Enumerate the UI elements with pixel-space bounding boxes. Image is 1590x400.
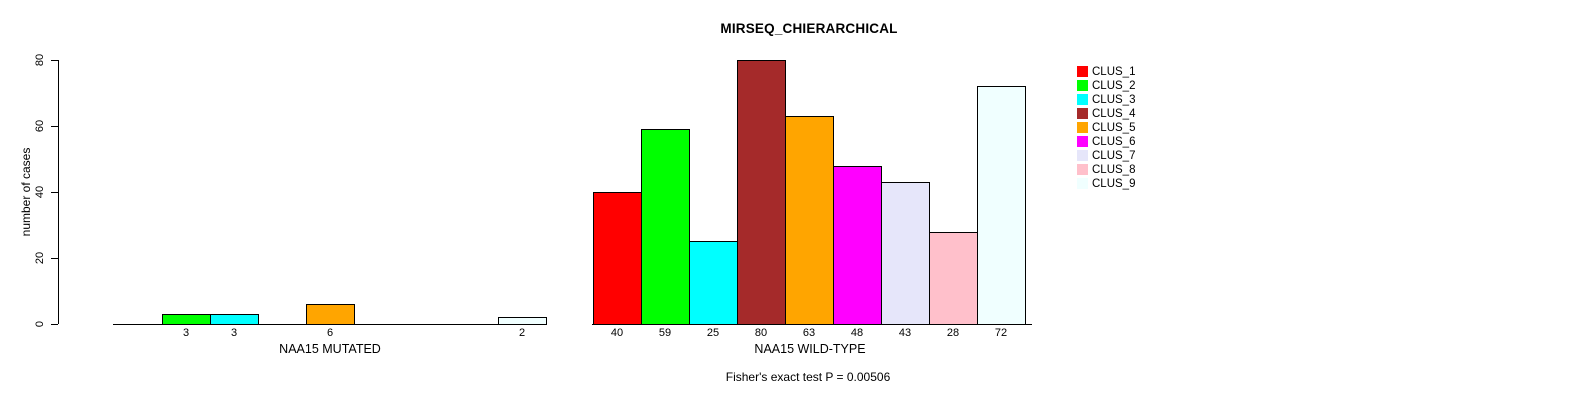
y-axis-line <box>58 60 59 324</box>
bar-value-label: 59 <box>658 327 672 339</box>
y-axis-label: number of cases <box>19 147 33 237</box>
legend-swatch-clus_3 <box>1077 94 1088 105</box>
bar-clus_7 <box>881 182 930 325</box>
legend-swatch-clus_4 <box>1077 108 1088 119</box>
bar-value-label: 43 <box>898 327 912 339</box>
bar-value-label: 40 <box>610 327 624 339</box>
bar-value-label: 48 <box>850 327 864 339</box>
legend-swatch-clus_8 <box>1077 164 1088 175</box>
legend-label-clus_9: CLUS_9 <box>1092 177 1136 190</box>
chart-title: MIRSEQ_CHIERARCHICAL <box>720 21 898 36</box>
bar-clus_9 <box>498 317 547 325</box>
bar-clus_2 <box>162 314 211 325</box>
bar-value-label: 25 <box>706 327 720 339</box>
bar-clus_9 <box>977 86 1026 325</box>
bar-value-label: 2 <box>518 327 526 339</box>
y-tick <box>51 60 58 61</box>
y-tick-label: 40 <box>34 185 46 199</box>
bar-value-label: 63 <box>802 327 816 339</box>
y-tick-label: 20 <box>34 251 46 265</box>
y-tick-label: 0 <box>34 320 46 328</box>
bar-clus_5 <box>785 116 834 325</box>
legend-label-clus_8: CLUS_8 <box>1092 163 1136 176</box>
legend-label-clus_4: CLUS_4 <box>1092 107 1136 120</box>
y-tick <box>51 258 58 259</box>
legend-swatch-clus_1 <box>1077 66 1088 77</box>
bar-clus_2 <box>641 129 690 325</box>
legend-swatch-clus_5 <box>1077 122 1088 133</box>
group-label-wildtype: NAA15 WILD-TYPE <box>754 342 866 356</box>
bar-clus_5 <box>306 304 355 325</box>
group-label-mutated: NAA15 MUTATED <box>279 342 381 356</box>
bar-clus_8 <box>929 232 978 325</box>
legend-label-clus_5: CLUS_5 <box>1092 121 1136 134</box>
bar-clus_3 <box>210 314 259 325</box>
bar-value-label: 80 <box>754 327 768 339</box>
y-tick-label: 80 <box>34 53 46 67</box>
bar-value-label: 28 <box>946 327 960 339</box>
y-tick <box>51 126 58 127</box>
legend-swatch-clus_2 <box>1077 80 1088 91</box>
legend-label-clus_1: CLUS_1 <box>1092 65 1136 78</box>
bar-value-label: 72 <box>994 327 1008 339</box>
bar-clus_1 <box>593 192 642 325</box>
fisher-test-annotation: Fisher's exact test P = 0.00506 <box>725 370 891 384</box>
legend-swatch-clus_6 <box>1077 136 1088 147</box>
bar-value-label: 3 <box>182 327 190 339</box>
legend-label-clus_7: CLUS_7 <box>1092 149 1136 162</box>
bar-value-label: 6 <box>326 327 334 339</box>
legend-label-clus_6: CLUS_6 <box>1092 135 1136 148</box>
bar-clus_4 <box>737 60 786 325</box>
bar-clus_6 <box>833 166 882 325</box>
legend-swatch-clus_9 <box>1077 178 1088 189</box>
legend-swatch-clus_7 <box>1077 150 1088 161</box>
bar-value-label: 3 <box>230 327 238 339</box>
y-tick <box>51 324 58 325</box>
bar-clus_3 <box>689 241 738 325</box>
y-tick-label: 60 <box>34 119 46 133</box>
y-tick <box>51 192 58 193</box>
legend-label-clus_2: CLUS_2 <box>1092 79 1136 92</box>
legend-label-clus_3: CLUS_3 <box>1092 93 1136 106</box>
